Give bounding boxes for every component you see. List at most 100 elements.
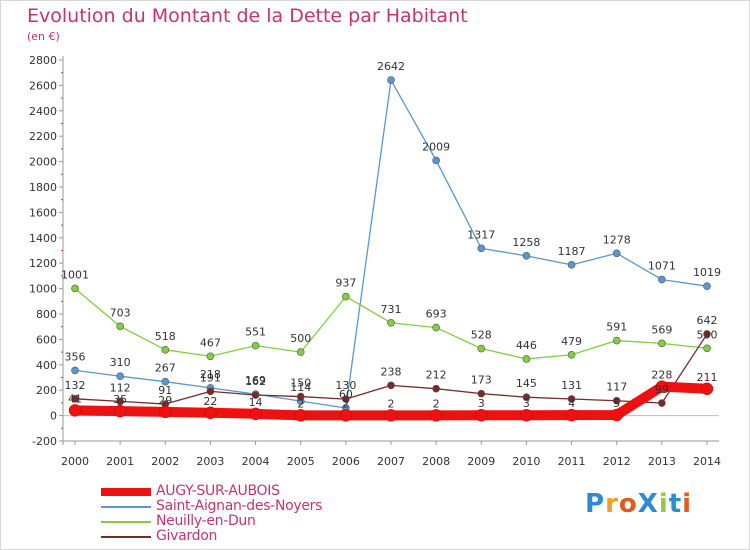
x-tick-label: 2014	[693, 455, 721, 468]
series-point-0	[610, 408, 623, 422]
series-point-0	[249, 407, 262, 421]
x-tick-label: 2010	[512, 455, 540, 468]
series-point-2	[522, 355, 531, 363]
data-label-0: 4	[568, 397, 575, 410]
data-label-1: 1187	[558, 245, 586, 258]
data-label-0: 2	[388, 397, 395, 410]
y-tick-label: -200	[32, 435, 57, 448]
data-label-0: 22	[203, 395, 217, 408]
data-label-1: 2642	[377, 60, 405, 73]
legend-label-neuilly: Neuilly-en-Dun	[156, 513, 256, 529]
y-tick-label: 1800	[29, 181, 57, 194]
x-tick-label: 2002	[151, 455, 179, 468]
series-point-0	[68, 404, 82, 417]
logo-letter: i	[658, 489, 669, 519]
series-point-0	[429, 409, 443, 422]
series-point-2	[612, 336, 621, 345]
data-label-1: 1071	[648, 260, 676, 273]
logo-letter: r	[605, 489, 619, 519]
x-tick-label: 2011	[558, 455, 586, 468]
series-point-2	[251, 341, 260, 350]
data-label-2: 518	[155, 330, 176, 343]
data-label-1: 1278	[603, 233, 631, 246]
data-label-0: 14	[249, 396, 263, 409]
data-label-3: 132	[65, 379, 86, 392]
series-point-2	[477, 344, 486, 353]
data-label-2: 703	[110, 306, 131, 319]
data-label-2: 731	[381, 303, 402, 316]
x-tick-label: 2006	[332, 455, 360, 468]
data-label-3: 173	[471, 374, 492, 387]
series-point-0	[294, 409, 307, 422]
data-label-0: 2	[342, 397, 349, 410]
series-point-1	[432, 156, 440, 165]
series-point-0	[339, 409, 353, 422]
series-point-0	[204, 406, 217, 420]
series-point-0	[475, 408, 488, 422]
data-label-1: 1258	[512, 236, 540, 249]
series-point-2	[342, 292, 350, 301]
legend-swatch-saint-aignan	[101, 506, 151, 508]
data-label-0: 5	[613, 397, 620, 410]
series-point-0	[520, 408, 533, 422]
series-point-3	[71, 395, 79, 403]
series-point-1	[71, 366, 79, 375]
data-label-2: 467	[200, 336, 221, 349]
logo-letter: t	[668, 489, 683, 519]
data-label-2: 479	[561, 335, 582, 348]
y-tick-label: 1600	[29, 206, 57, 219]
data-label-1: 60	[339, 388, 353, 401]
series-point-3	[116, 397, 124, 406]
proxiti-logo: ProXiti	[585, 489, 692, 519]
series-point-2	[387, 318, 395, 327]
data-label-0: 211	[697, 371, 718, 384]
x-tick-label: 2009	[467, 455, 495, 468]
data-label-2: 937	[335, 277, 356, 290]
series-point-3	[206, 387, 215, 396]
chart-subtitle: (en €)	[27, 30, 60, 43]
series-point-3	[703, 330, 711, 338]
series-point-3	[387, 381, 395, 390]
data-label-2: 591	[606, 321, 627, 334]
data-label-2: 530	[697, 328, 718, 341]
data-label-3: 117	[606, 381, 627, 394]
legend-swatch-givardon	[101, 536, 151, 538]
y-tick-label: 2000	[29, 156, 57, 169]
data-label-3: 642	[697, 314, 718, 327]
series-point-1	[658, 275, 666, 284]
data-label-2: 446	[516, 339, 537, 352]
data-label-2: 551	[245, 326, 266, 339]
series-point-2	[432, 323, 440, 332]
y-tick-label: 2400	[29, 105, 57, 118]
data-label-1: 114	[290, 381, 311, 394]
y-tick-label: 400	[36, 359, 57, 372]
series-point-0	[655, 380, 669, 393]
series-point-2	[116, 322, 124, 331]
data-label-0: 2	[433, 397, 440, 410]
data-label-0: 3	[478, 397, 485, 410]
data-label-1: 218	[200, 368, 221, 381]
series-point-2	[206, 352, 215, 361]
data-label-3: 112	[110, 381, 131, 394]
series-point-1	[703, 282, 711, 290]
x-tick-label: 2001	[106, 455, 134, 468]
logo-letter: P	[585, 489, 606, 519]
data-label-2: 528	[471, 329, 492, 342]
data-label-3: 212	[426, 369, 447, 382]
data-label-3: 99	[655, 383, 669, 396]
data-label-2: 569	[651, 323, 672, 336]
x-tick-label: 2003	[196, 455, 224, 468]
data-label-0: 3	[523, 397, 530, 410]
series-point-3	[658, 399, 666, 407]
y-tick-label: 600	[36, 333, 57, 346]
legend-swatch-neuilly	[101, 521, 151, 523]
x-tick-label: 2013	[648, 455, 676, 468]
data-label-3: 150	[290, 377, 311, 390]
series-point-2	[161, 346, 170, 354]
series-point-1	[387, 76, 395, 84]
series-point-1	[522, 252, 531, 260]
data-label-1: 1019	[693, 266, 721, 279]
data-label-0: 29	[158, 394, 172, 407]
y-tick-label: 0	[50, 410, 57, 423]
